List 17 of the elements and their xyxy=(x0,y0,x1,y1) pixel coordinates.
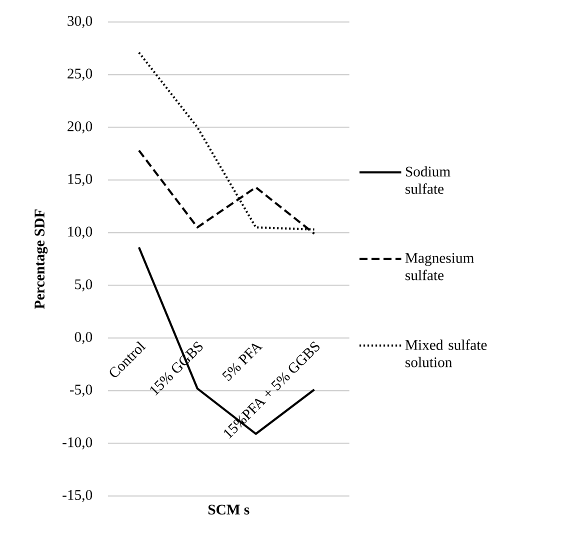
y-tick-label: 15,0 xyxy=(68,174,92,186)
y-tick-label: 25,0 xyxy=(68,68,92,81)
y-tick-label: 5,0 xyxy=(75,279,92,292)
y-tick-label: 0,0 xyxy=(74,332,92,344)
x-axis-title: SCM s xyxy=(208,504,250,515)
legend-label: Mixed sulfate solution xyxy=(405,339,487,368)
y-tick-label: -15,0 xyxy=(62,490,92,502)
y-tick-label: -5,0 xyxy=(70,384,92,397)
legend-label: Magnesium sulfate xyxy=(405,253,474,280)
y-tick-label: -10,0 xyxy=(62,437,92,450)
y-tick-label: 20,0 xyxy=(68,121,92,134)
y-tick-label: 10,0 xyxy=(68,226,92,239)
y-tick-label: 30,0 xyxy=(68,16,92,28)
line-series xyxy=(138,51,316,231)
legend-label: Sodium sulfate xyxy=(406,166,450,194)
x-tick-label: 5% PFA xyxy=(222,344,263,382)
y-axis-title: Percentage SDF xyxy=(34,210,48,309)
